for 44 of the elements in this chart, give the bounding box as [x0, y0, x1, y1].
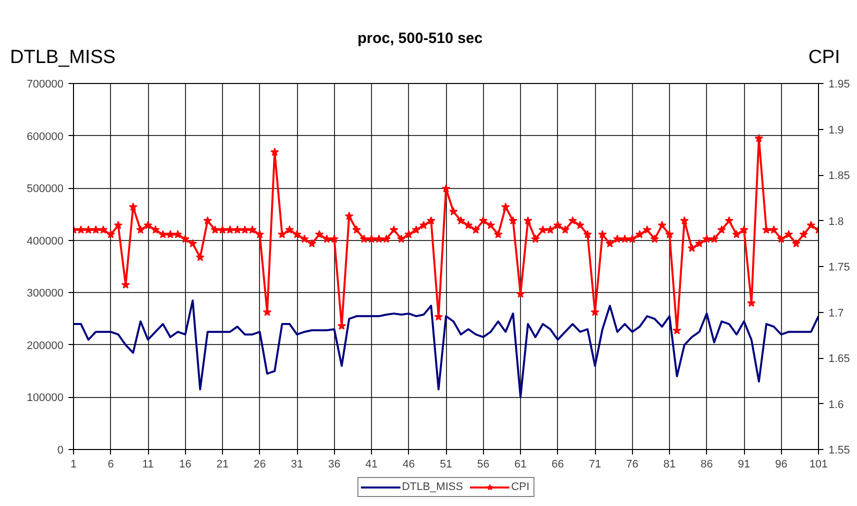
y2-tick-label: 1.9	[828, 124, 844, 136]
x-tick-label: 76	[626, 458, 638, 470]
x-tick-label: 21	[216, 458, 229, 470]
x-tick-label: 101	[809, 458, 828, 470]
x-tick-label: 26	[254, 458, 266, 470]
x-tick-label: 86	[700, 458, 713, 470]
x-tick-label: 1	[70, 458, 77, 470]
y-tick-label: 400000	[26, 235, 64, 248]
y2-tick-label: 1.85	[828, 170, 850, 182]
x-tick-label: 81	[663, 458, 676, 470]
x-tick-label: 36	[328, 458, 340, 470]
x-tick-label: 31	[290, 458, 304, 470]
y2-tick-label: 1.8	[828, 216, 844, 228]
x-tick-label: 71	[588, 458, 602, 470]
y-axis-title: DTLB_MISS	[10, 46, 116, 70]
y-tick-label: 300000	[26, 288, 64, 300]
x-tick-label: 66	[552, 458, 564, 470]
line-series	[74, 299, 818, 398]
chart-title: proc, 500-510 sec	[357, 29, 483, 49]
x-tick-label: 61	[514, 458, 527, 470]
y2-tick-label: 1.75	[828, 262, 850, 274]
y2-tick-label: 1.65	[828, 353, 850, 365]
y2-tick-label: 1.95	[828, 78, 850, 90]
x-tick-label: 16	[179, 458, 192, 470]
y2-tick-label: 1.6	[828, 398, 844, 411]
y-tick-label: 0	[57, 444, 64, 456]
y2-tick-label: 1.7	[828, 307, 844, 320]
y-tick-label: 700000	[26, 78, 64, 90]
y2-axis-title: CPI	[808, 46, 840, 70]
y-tick-label: 100000	[26, 392, 64, 404]
x-tick-label: 11	[142, 458, 154, 470]
y-tick-label: 200000	[26, 340, 64, 352]
x-tick-label: 96	[775, 458, 788, 470]
y2-tick-label: 1.55	[828, 444, 850, 456]
y-tick-label: 500000	[26, 183, 64, 196]
x-tick-label: 46	[402, 458, 415, 470]
y-tick-label: 600000	[26, 130, 64, 143]
legend-label: CPI	[511, 481, 530, 493]
legend-label: DTLB_MISS	[402, 481, 464, 493]
x-tick-label: 56	[477, 458, 490, 470]
x-tick-label: 6	[108, 458, 114, 470]
x-tick-label: 51	[440, 458, 452, 470]
x-tick-label: 41	[365, 458, 378, 470]
x-tick-label: 91	[738, 458, 750, 470]
